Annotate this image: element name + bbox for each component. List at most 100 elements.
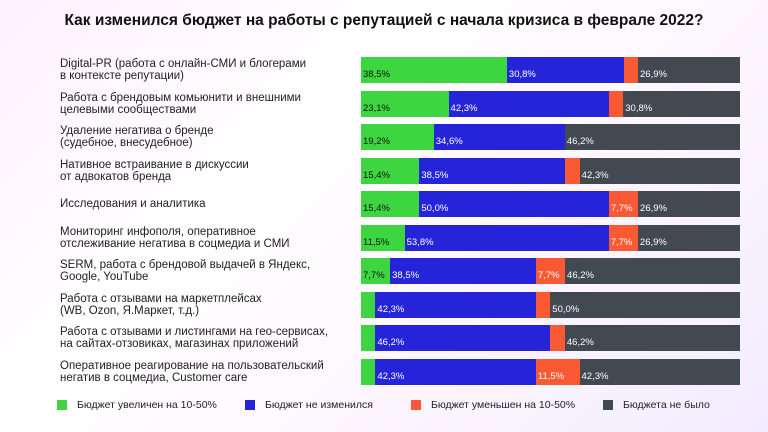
bar-row: 38,5% 30,8% 26,9% <box>361 57 740 83</box>
data-label: 7,7% <box>363 270 385 281</box>
legend-label: Бюджета не было <box>623 399 710 411</box>
data-label: 42,3% <box>450 102 478 114</box>
bar-segment: 53,8% <box>404 224 609 251</box>
bar-row: 7,7% 38,5% 7,7% 46,2% <box>361 258 740 284</box>
category-label: Оперативное реагирование на пользователь… <box>60 359 324 384</box>
bar-segment <box>550 325 565 351</box>
bar-segment: 38,5% <box>361 57 507 83</box>
category-label: Работа с отзывами и листингами на гео-се… <box>60 326 329 350</box>
data-label: 30,8% <box>508 69 536 80</box>
bar-row: 15,4% 38,5% 42,3% <box>361 157 740 184</box>
legend-label: Бюджет увеличен на 10-50% <box>77 399 217 411</box>
data-label: 50,0% <box>552 303 580 315</box>
bar-segment: 42,3% <box>448 90 609 117</box>
category-label: Мониторинг инфополя, оперативное отслежи… <box>60 225 290 250</box>
data-label: 23,1% <box>363 102 390 114</box>
bar-segment: 15,4% <box>361 157 420 184</box>
bar-segment: 7,7% <box>361 258 391 284</box>
bar-segment: 23,1% <box>361 90 449 117</box>
bar-segment: 30,8% <box>623 90 740 117</box>
data-label: 42,3% <box>377 370 405 382</box>
legend-label: Бюджет не изменился <box>265 399 373 411</box>
data-label: 50,0% <box>421 203 449 214</box>
data-label: 38,5% <box>363 69 390 80</box>
bar-row: 42,3% 50,0% <box>361 291 740 318</box>
bar-segment: 38,5% <box>419 157 566 184</box>
data-label: 26,9% <box>639 236 667 248</box>
bar-segment: 30,8% <box>506 57 624 83</box>
legend-swatch <box>245 400 255 410</box>
bar-segment: 46,2% <box>564 124 740 150</box>
data-label: 46,2% <box>567 270 594 281</box>
legend-item: Бюджет не изменился <box>245 399 373 411</box>
bar-segment: 46,2% <box>375 325 551 351</box>
data-label: 7,7% <box>537 270 560 281</box>
data-label: 26,9% <box>640 69 667 80</box>
data-label: 34,6% <box>435 136 463 147</box>
bar-segment: 46,2% <box>564 325 740 351</box>
legend-item: Бюджет уменьшен на 10-50% <box>411 399 575 411</box>
category-label: Digital-PR (работа с онлайн-СМИ и блогер… <box>60 58 307 82</box>
bar-segment: 11,5% <box>535 358 580 385</box>
data-label: 15,4% <box>363 169 390 181</box>
bar-segment: 7,7% <box>608 191 639 217</box>
bar-segment: 42,3% <box>579 358 740 385</box>
bar-segment: 7,7% <box>535 258 566 284</box>
data-label: 38,5% <box>392 270 420 281</box>
bar-segment <box>608 90 624 117</box>
category-label: Исследования и аналитика <box>60 198 206 210</box>
data-label: 11,5% <box>537 370 565 382</box>
data-label: 38,5% <box>421 169 449 181</box>
bar-segment: 11,5% <box>361 224 405 251</box>
bar-row: 11,5% 53,8% 7,7% 26,9% <box>361 224 740 251</box>
bar-segment: 34,6% <box>433 124 565 150</box>
data-label: 7,7% <box>610 203 633 214</box>
bar-segment: 50,0% <box>419 191 609 217</box>
bar-segment: 15,4% <box>361 191 420 217</box>
data-label: 46,2% <box>377 337 405 348</box>
data-label: 26,9% <box>640 203 667 214</box>
chart-legend: Бюджет увеличен на 10-50% Бюджет не измен… <box>0 399 768 419</box>
legend-label: Бюджет уменьшен на 10-50% <box>431 399 576 411</box>
bar-segment: 42,3% <box>375 291 536 318</box>
category-label: Удаление негатива о бренде (судебное, вн… <box>60 125 214 149</box>
bar-segment: 19,2% <box>361 124 434 150</box>
bar-segment <box>361 325 376 351</box>
legend-swatch <box>57 400 67 410</box>
data-label: 53,8% <box>406 236 434 248</box>
data-label: 15,4% <box>363 203 390 214</box>
legend-swatch <box>603 400 613 410</box>
legend-swatch <box>411 400 421 410</box>
data-label: 46,2% <box>566 337 594 348</box>
chart-title: Как изменился бюджет на работы с репутац… <box>64 12 704 29</box>
data-label: 7,7% <box>610 236 633 248</box>
bar-segment: 26,9% <box>637 224 740 251</box>
data-label: 42,3% <box>581 370 609 382</box>
bar-segment: 50,0% <box>550 291 740 318</box>
bar-segment: 42,3% <box>579 157 740 184</box>
bar-segment: 7,7% <box>608 224 638 251</box>
category-label: Нативное встраивание в дискуссии от адво… <box>60 158 249 183</box>
bar-row: 42,3% 11,5% 42,3% <box>361 358 740 385</box>
bar-segment: 38,5% <box>390 258 536 284</box>
bar-row: 15,4% 50,0% 7,7% 26,9% <box>361 191 740 217</box>
bar-row: 19,2% 34,6% 46,2% <box>361 124 740 150</box>
data-label: 46,2% <box>566 136 594 147</box>
category-label: SERM, работа с брендовой выдачей в Яндек… <box>60 259 311 283</box>
data-label: 42,3% <box>581 169 609 181</box>
legend-item: Бюджета не было <box>603 399 710 411</box>
bar-segment <box>361 291 376 318</box>
data-label: 42,3% <box>377 303 405 315</box>
bar-segment <box>361 358 376 385</box>
bar-segment <box>623 57 639 83</box>
data-label: 30,8% <box>625 102 653 114</box>
category-label: Работа с брендовым комьюнити и внешними … <box>60 91 301 116</box>
legend-item: Бюджет увеличен на 10-50% <box>57 399 217 411</box>
bar-segment: 26,9% <box>638 191 740 217</box>
data-label: 11,5% <box>363 236 390 248</box>
data-label: 19,2% <box>363 136 390 147</box>
bar-segment: 46,2% <box>565 258 740 284</box>
bar-segment <box>565 157 580 184</box>
bar-segment: 42,3% <box>375 358 536 385</box>
bar-segment: 26,9% <box>638 57 740 83</box>
